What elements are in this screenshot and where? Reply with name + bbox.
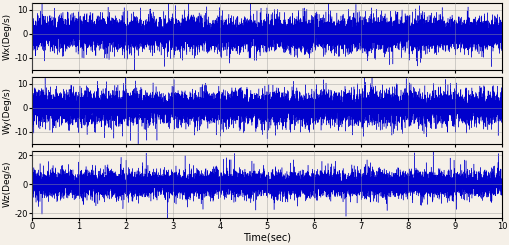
Y-axis label: Wy(Deg/s): Wy(Deg/s) bbox=[3, 87, 12, 134]
Y-axis label: Wz(Deg/s): Wz(Deg/s) bbox=[3, 161, 12, 208]
Y-axis label: Wx(Deg/s): Wx(Deg/s) bbox=[3, 13, 12, 60]
X-axis label: Time(sec): Time(sec) bbox=[243, 232, 291, 242]
